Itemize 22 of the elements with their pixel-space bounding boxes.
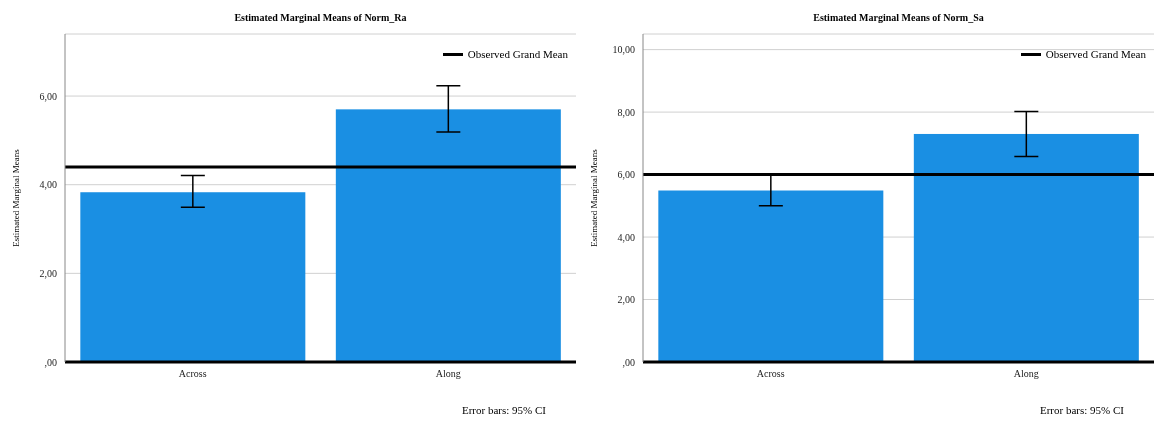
y-tick-label: 4,00	[617, 231, 635, 243]
chart-title: Estimated Marginal Means of Norm_Sa	[812, 12, 985, 23]
y-tick-label: 4,00	[39, 179, 57, 191]
x-tick-label: Along	[435, 368, 461, 380]
y-tick-label: 10,00	[612, 44, 635, 56]
y-tick-label: 8,00	[617, 106, 635, 118]
y-tick-label: 6,00	[617, 169, 635, 181]
y-tick-label: 6,00	[39, 90, 57, 102]
legend-label: Observed Grand Mean	[1045, 48, 1146, 60]
y-tick-label: ,00	[622, 356, 635, 368]
y-tick-label: 2,00	[617, 294, 635, 306]
y-axis-title: Estimated Marginal Means	[11, 148, 22, 247]
y-tick-label: ,00	[44, 356, 57, 368]
chart-title: Estimated Marginal Means of Norm_Ra	[233, 12, 408, 23]
text: Error bars: 95% CI	[1039, 404, 1124, 416]
x-tick-label: Across	[178, 368, 207, 380]
y-axis-title: Estimated Marginal Means	[589, 148, 600, 247]
legend-label: Observed Grand Mean	[467, 48, 568, 60]
x-tick-label: Along	[1013, 368, 1039, 380]
x-tick-label: Across	[756, 368, 785, 380]
text: Error bars: 95% CI	[461, 404, 546, 416]
y-tick-label: 2,00	[39, 267, 57, 279]
